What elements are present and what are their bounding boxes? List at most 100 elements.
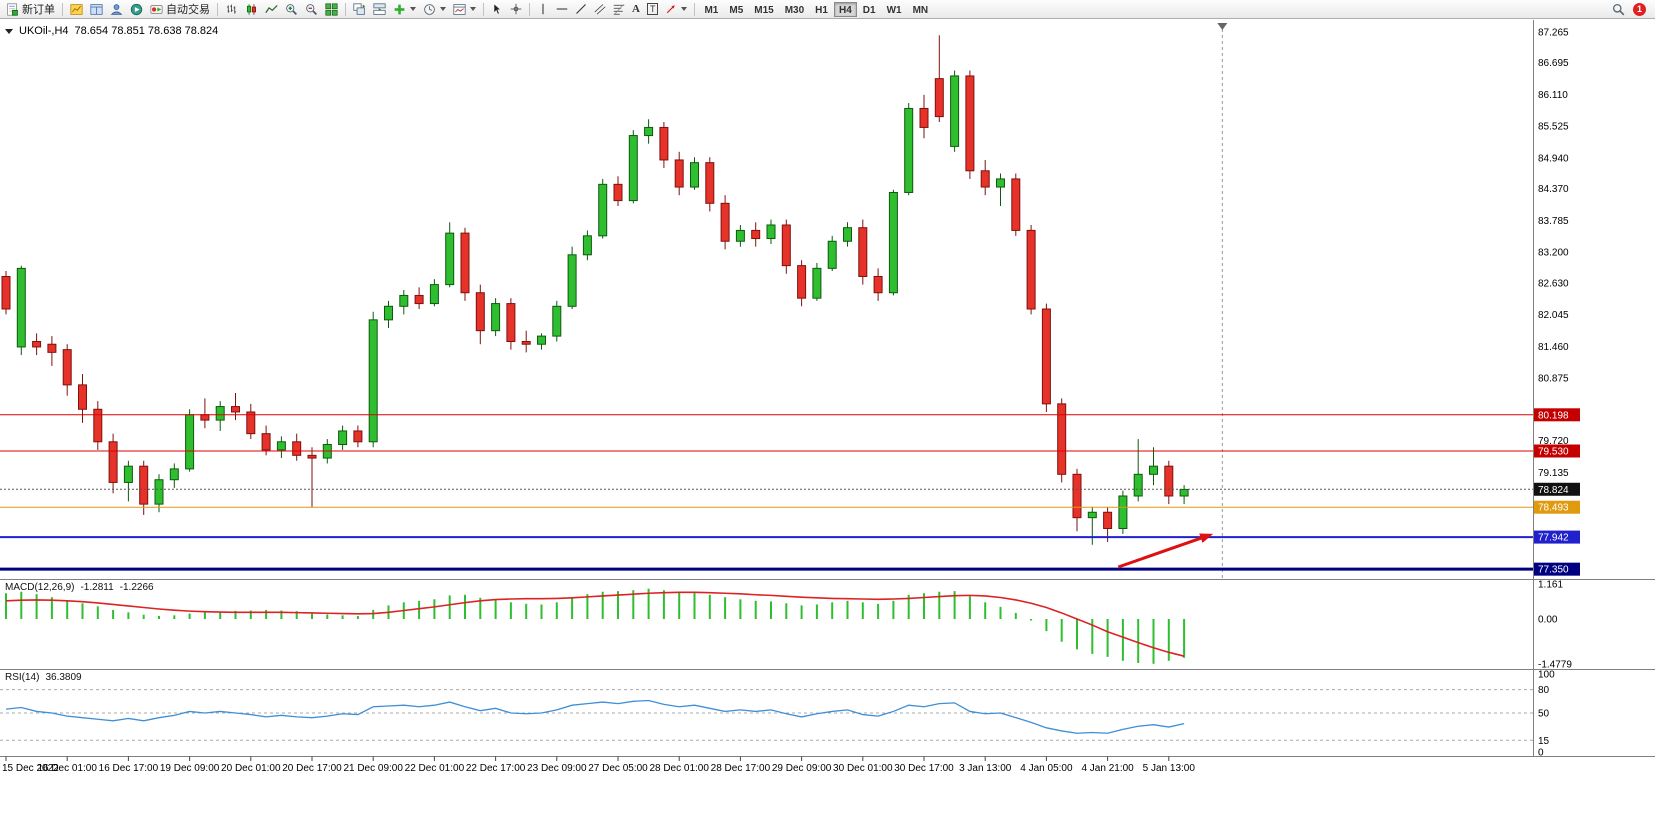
oneclick-trading-collapse-icon[interactable] (5, 28, 13, 34)
candle (1072, 473, 1082, 519)
candle (613, 183, 623, 202)
fibonacci-button[interactable] (610, 1, 628, 18)
horizontal-line-button[interactable] (553, 1, 571, 18)
candle (445, 232, 455, 286)
chevron-down-icon (681, 7, 688, 11)
arrange-windows-button[interactable] (370, 1, 389, 18)
candle (47, 343, 57, 353)
text-label-icon: T (646, 3, 659, 15)
candle (797, 265, 807, 299)
zoom-in-button[interactable] (282, 1, 301, 18)
bar-chart-button[interactable] (222, 1, 241, 18)
crosshair-button[interactable] (507, 1, 525, 18)
candle (384, 305, 393, 321)
arrange-windows-icon (373, 2, 386, 15)
rsi-name: RSI(14) (5, 672, 40, 683)
timeframe-h1-button[interactable]: H1 (810, 2, 833, 17)
notification-badge[interactable]: 1 (1633, 2, 1646, 16)
timeframe-mn-button[interactable]: MN (908, 2, 934, 17)
timeframe-w1-button[interactable]: W1 (882, 2, 907, 17)
candle (506, 303, 516, 343)
timeframe-d1-button[interactable]: D1 (858, 2, 881, 17)
candle (934, 78, 944, 118)
terminal-button[interactable] (127, 1, 146, 18)
candle (950, 75, 960, 147)
time-axis-label: 22 Dec 01:00 (405, 763, 465, 774)
fibonacci-icon (613, 4, 625, 15)
market-watch-button[interactable] (87, 1, 106, 18)
text-label-button[interactable]: T (644, 1, 662, 18)
arrow-tool-button[interactable] (662, 1, 690, 18)
candle (292, 441, 302, 456)
candlestick-button[interactable] (242, 1, 261, 18)
vertical-line-button[interactable] (534, 1, 552, 18)
price-tag (1534, 500, 1580, 514)
macd-axis-label: 1.161 (1538, 579, 1563, 590)
candle (674, 159, 684, 188)
chart-profile-icon (70, 3, 83, 15)
cursor-button[interactable] (488, 1, 506, 18)
candle (644, 126, 654, 137)
candle (1179, 488, 1189, 497)
time-axis-label: 22 Dec 17:00 (466, 763, 526, 774)
candle (139, 465, 149, 505)
candle (659, 126, 669, 161)
candle (1057, 403, 1067, 475)
candle (628, 135, 638, 202)
hlines-layer (0, 414, 1533, 571)
price-tick-label: 87.265 (1538, 27, 1569, 38)
timeframe-m5-button[interactable]: M5 (724, 2, 748, 17)
candle (858, 227, 868, 277)
zoom-out-button[interactable] (302, 1, 321, 18)
indicators-button[interactable] (390, 1, 419, 18)
candlestick-icon (247, 3, 256, 15)
macd-signal-line (5, 591, 1185, 657)
text-icon: A (632, 3, 640, 15)
timeframe-m15-button[interactable]: M15 (749, 2, 778, 17)
timeframe-m30-button[interactable]: M30 (780, 2, 809, 17)
price-tick-label: 81.460 (1538, 342, 1569, 353)
time-axis-label: 15 Dec 2022 (2, 763, 59, 774)
frame-layer (0, 20, 1655, 757)
line-chart-button[interactable] (262, 1, 281, 18)
trendline-button[interactable] (572, 1, 590, 18)
candle (338, 430, 348, 446)
autotrading-button[interactable]: 自动交易 (147, 1, 213, 18)
price-tick-label: 80.875 (1538, 374, 1569, 385)
candle (93, 408, 103, 443)
cascade-windows-button[interactable] (350, 1, 369, 18)
candle (751, 229, 761, 240)
time-axis-label: 16 Dec 17:00 (99, 763, 159, 774)
candle (582, 235, 592, 256)
candle (185, 414, 195, 470)
chart-canvas[interactable]: 87.265 86.695 86.110 85.525 84.940 84.370 83.7… (0, 20, 1655, 822)
navigator-button[interactable] (107, 1, 126, 18)
price-tick-label: 85.525 (1538, 122, 1569, 133)
templates-icon (453, 3, 466, 15)
candle (598, 183, 608, 237)
time-axis-label: 20 Dec 01:00 (221, 763, 281, 774)
candle (873, 275, 883, 294)
candle (980, 170, 990, 188)
candle (567, 254, 577, 307)
templates-button[interactable] (450, 1, 479, 18)
rsi-axis-label: 100 (1538, 670, 1555, 681)
chart-profile-button[interactable] (67, 1, 86, 18)
channel-button[interactable] (591, 1, 609, 18)
timeframe-m1-button[interactable]: M1 (699, 2, 723, 17)
price-tag (1534, 562, 1580, 576)
timeframe-h4-button[interactable]: H4 (833, 1, 857, 17)
price-tag-label: 77.350 (1538, 565, 1569, 576)
text-button[interactable]: A (629, 1, 643, 18)
candle (475, 292, 485, 332)
search-button[interactable] (1609, 1, 1628, 18)
candle (537, 335, 546, 345)
zoom-out-icon (306, 3, 317, 15)
candle (690, 162, 699, 188)
candle (200, 414, 210, 421)
periods-button[interactable] (420, 1, 449, 18)
tile-windows-button[interactable] (322, 1, 341, 18)
time-axis-label: 23 Dec 09:00 (527, 763, 587, 774)
new-order-button[interactable]: 新订单 (3, 1, 58, 18)
candle (123, 465, 133, 483)
